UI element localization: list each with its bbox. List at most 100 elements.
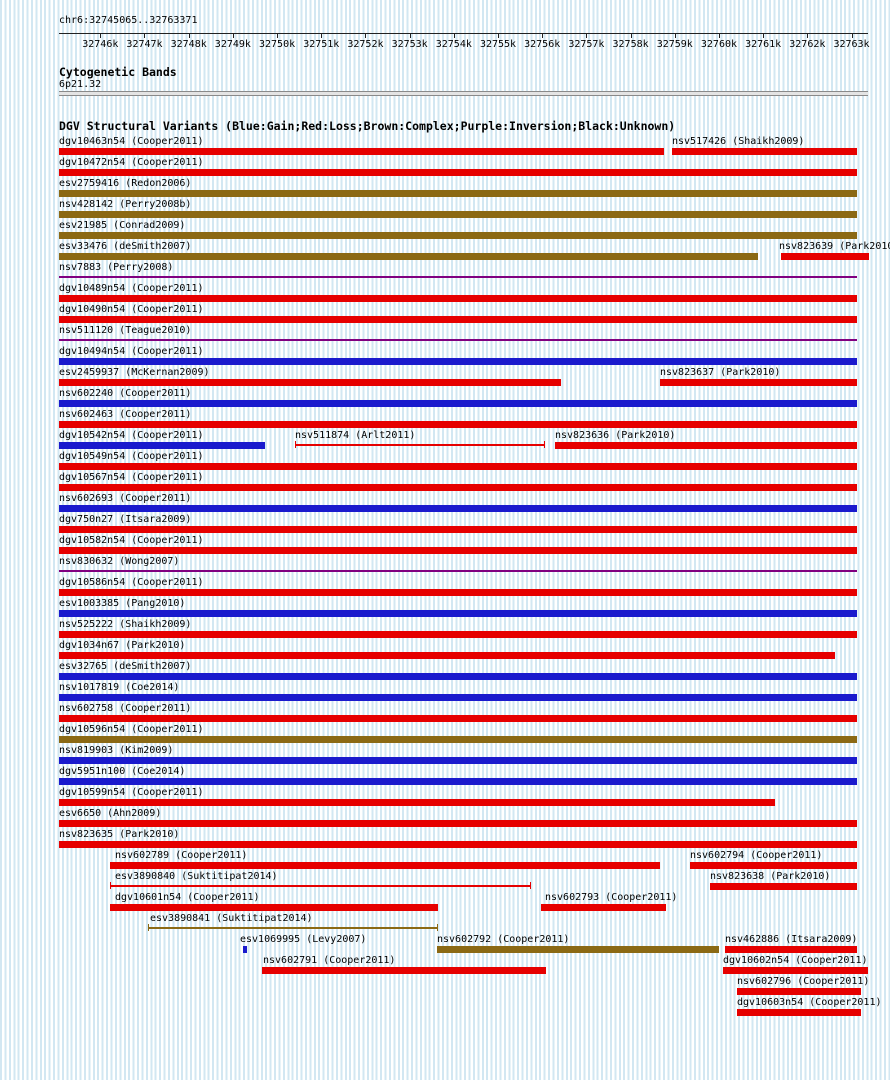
variant-bar[interactable] bbox=[262, 967, 546, 974]
ruler-tick bbox=[321, 33, 323, 38]
variant-label: nsv602463 (Cooper2011) bbox=[59, 409, 192, 420]
ruler-tick-label: 32756k bbox=[524, 39, 561, 50]
variant-label: nsv462886 (Itsara2009) bbox=[725, 934, 858, 945]
ruler-tick-label: 32747k bbox=[126, 39, 163, 50]
variant-bar[interactable] bbox=[59, 757, 857, 764]
variant-bar[interactable] bbox=[59, 421, 857, 428]
variant-label: esv3890841 (Suktitipat2014) bbox=[150, 913, 313, 924]
variant-bar[interactable] bbox=[59, 820, 857, 827]
variant-bar[interactable] bbox=[110, 904, 438, 911]
ruler-tick-label: 32748k bbox=[170, 39, 207, 50]
variant-bar[interactable] bbox=[59, 358, 857, 365]
variant-bar[interactable] bbox=[737, 1009, 861, 1016]
ruler-tick-label: 32754k bbox=[435, 39, 472, 50]
variant-bar[interactable] bbox=[59, 799, 775, 806]
ruler-tick bbox=[232, 33, 234, 38]
variant-label: nsv830632 (Wong2007) bbox=[59, 556, 180, 567]
variant-label: nsv602792 (Cooper2011) bbox=[437, 934, 570, 945]
variant-label: esv2759416 (Redon2006) bbox=[59, 178, 192, 189]
variant-bar[interactable] bbox=[437, 946, 719, 953]
variant-bar[interactable] bbox=[110, 862, 660, 869]
variant-bar[interactable] bbox=[672, 148, 857, 155]
variant-bar[interactable] bbox=[59, 484, 857, 491]
variant-bar[interactable] bbox=[110, 882, 531, 889]
ruler-tick-label: 32755k bbox=[479, 39, 517, 50]
variant-label: nsv428142 (Perry2008b) bbox=[59, 199, 192, 210]
variant-label: nsv511874 (Arlt2011) bbox=[295, 430, 416, 441]
ruler-tick bbox=[409, 33, 411, 38]
variant-bar[interactable] bbox=[59, 715, 857, 722]
variant-bar[interactable] bbox=[59, 673, 857, 680]
variant-bar[interactable] bbox=[295, 441, 545, 448]
variant-bar[interactable] bbox=[59, 736, 857, 743]
variant-bar[interactable] bbox=[59, 610, 857, 617]
variant-bar[interactable] bbox=[555, 442, 857, 449]
ruler-tick-label: 32760k bbox=[700, 39, 738, 50]
variant-bar[interactable] bbox=[660, 379, 857, 386]
variant-label: esv21985 (Conrad2009) bbox=[59, 220, 186, 231]
variant-bar[interactable] bbox=[59, 652, 835, 659]
variant-bar[interactable] bbox=[59, 463, 857, 470]
variant-label: dgv10596n54 (Cooper2011) bbox=[59, 724, 204, 735]
variant-label: nsv7883 (Perry2008) bbox=[59, 262, 174, 273]
variant-label: esv2459937 (McKernan2009) bbox=[59, 367, 210, 378]
ruler-tick-label: 32749k bbox=[214, 39, 251, 50]
variant-label: nsv511120 (Teague2010) bbox=[59, 325, 192, 336]
variant-bar[interactable] bbox=[59, 505, 857, 512]
ruler-tick-label: 32752k bbox=[347, 39, 384, 50]
variant-label: esv1069995 (Levy2007) bbox=[240, 934, 367, 945]
variant-bar[interactable] bbox=[59, 169, 857, 176]
variant-bar[interactable] bbox=[59, 442, 265, 449]
ruler-tick bbox=[144, 33, 146, 38]
variant-bar[interactable] bbox=[725, 946, 857, 953]
variant-bar[interactable] bbox=[59, 547, 857, 554]
variant-bar[interactable] bbox=[541, 904, 666, 911]
ruler-tick bbox=[586, 33, 588, 38]
variant-label: dgv10599n54 (Cooper2011) bbox=[59, 787, 204, 798]
ruler-tick bbox=[674, 33, 676, 38]
variant-label: dgv10490n54 (Cooper2011) bbox=[59, 304, 204, 315]
ruler-tick bbox=[453, 33, 455, 38]
variant-bar[interactable] bbox=[59, 253, 758, 260]
variant-label: nsv602758 (Cooper2011) bbox=[59, 703, 192, 714]
variant-bar[interactable] bbox=[59, 148, 664, 155]
variant-bar[interactable] bbox=[59, 631, 857, 638]
variant-label: esv1003385 (Pang2010) bbox=[59, 598, 186, 609]
variant-bar[interactable] bbox=[59, 379, 561, 386]
variant-bar[interactable] bbox=[59, 694, 857, 701]
variant-bar[interactable] bbox=[59, 316, 857, 323]
variant-label: dgv10601n54 (Cooper2011) bbox=[115, 892, 260, 903]
variant-bar[interactable] bbox=[59, 589, 857, 596]
variant-label: nsv602791 (Cooper2011) bbox=[263, 955, 396, 966]
variant-bar[interactable] bbox=[59, 339, 857, 341]
variant-bar[interactable] bbox=[59, 778, 857, 785]
variant-bar[interactable] bbox=[59, 190, 857, 197]
variant-bar[interactable] bbox=[690, 862, 857, 869]
variant-bar[interactable] bbox=[710, 883, 857, 890]
variant-label: nsv517426 (Shaikh2009) bbox=[672, 136, 805, 147]
variant-label: nsv1017819 (Coe2014) bbox=[59, 682, 180, 693]
variant-bar[interactable] bbox=[59, 211, 857, 218]
variant-label: nsv823635 (Park2010) bbox=[59, 829, 180, 840]
variant-bar[interactable] bbox=[59, 526, 857, 533]
variant-bar[interactable] bbox=[59, 841, 857, 848]
variant-bar[interactable] bbox=[723, 967, 868, 974]
variant-label: nsv823638 (Park2010) bbox=[710, 871, 831, 882]
variant-bar[interactable] bbox=[737, 988, 861, 995]
variant-bar[interactable] bbox=[59, 400, 857, 407]
variant-bar[interactable] bbox=[243, 946, 247, 953]
cytoband-bar[interactable] bbox=[59, 91, 868, 96]
variant-bar[interactable] bbox=[148, 924, 438, 931]
variant-bar[interactable] bbox=[59, 570, 857, 572]
variant-label: esv32765 (deSmith2007) bbox=[59, 661, 192, 672]
ruler-tick-label: 32751k bbox=[303, 39, 340, 50]
variant-label: dgv10603n54 (Cooper2011) bbox=[737, 997, 882, 1008]
variant-bar[interactable] bbox=[59, 276, 857, 278]
variant-label: dgv10472n54 (Cooper2011) bbox=[59, 157, 204, 168]
ruler-tick bbox=[498, 33, 499, 38]
variant-bar[interactable] bbox=[781, 253, 869, 260]
variant-bar[interactable] bbox=[59, 232, 857, 239]
ruler-tick-label: 32761k bbox=[745, 39, 782, 50]
variant-bar[interactable] bbox=[59, 295, 857, 302]
ruler-tick-label: 32753k bbox=[391, 39, 428, 50]
